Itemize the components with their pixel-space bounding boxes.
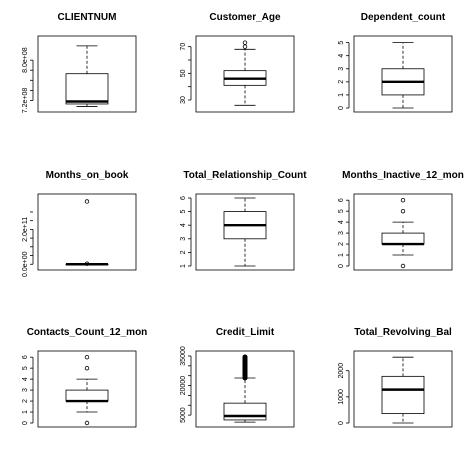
panel-title: Total_Revolving_Bal	[354, 327, 452, 338]
iqr-box	[65, 73, 109, 105]
y-tick-label: 5000	[180, 407, 187, 423]
y-tick-label: 3	[338, 231, 345, 235]
plot-frame	[353, 35, 453, 113]
plot-frame	[37, 350, 137, 428]
y-tick-label: 6	[180, 196, 187, 200]
y-tick-label: 4	[338, 220, 345, 224]
outlier-point	[242, 44, 248, 49]
y-tick-label: 4	[180, 223, 187, 227]
panel-title: Dependent_count	[361, 12, 446, 23]
panel-title: Customer_Age	[209, 12, 281, 23]
y-tick-label: 5	[22, 366, 29, 370]
outlier-point	[400, 197, 406, 203]
panel-title: Months_Inactive_12_mon	[342, 170, 464, 181]
outlier-point	[84, 420, 90, 426]
plot-frame	[195, 193, 295, 271]
y-tick-label: 30	[180, 96, 187, 104]
panel-months-inactive-12-mon: Months_Inactive_12_mon 0 1 2 3 4 5 6	[338, 170, 464, 271]
y-tick-label: 0	[338, 264, 345, 268]
iqr-box	[381, 375, 425, 415]
plot-frame	[195, 35, 295, 113]
y-tick-label: 1	[338, 253, 345, 257]
y-tick-label: 0	[22, 421, 29, 425]
outlier-point	[242, 40, 248, 45]
y-tick-label: 1	[338, 93, 345, 97]
panel-title: Months_on_book	[46, 170, 129, 181]
y-tick-label: 70	[180, 43, 187, 51]
panel-contacts-count-12-mon: Contacts_Count_12_mon 0 1 2 3 4 5 6	[22, 327, 148, 428]
plot-frame	[353, 193, 453, 271]
outlier-point	[84, 354, 90, 360]
outlier-point	[400, 208, 406, 214]
y-tick-label: 35000	[180, 346, 187, 366]
y-tick-label: 7.2e+08	[22, 88, 29, 114]
y-tick-label: 20000	[180, 376, 187, 396]
outlier-point	[84, 261, 90, 266]
y-tick-label: 2000	[338, 363, 345, 379]
plot-frame	[353, 350, 453, 428]
plot-frame	[37, 193, 137, 271]
outlier-point	[242, 354, 248, 360]
y-tick-label: 6	[22, 355, 29, 359]
iqr-box	[223, 402, 267, 421]
panel-dependent-count: Dependent_count 0 1 2 3 4 5	[338, 12, 453, 113]
y-tick-label: 5	[338, 41, 345, 45]
y-tick-label: 6	[338, 198, 345, 202]
y-tick-label: 0	[338, 106, 345, 110]
panel-total-relationship-count: Total_Relationship_Count 1 2 3 4 5 6	[180, 170, 307, 271]
y-tick-label: 3	[338, 67, 345, 71]
plot-frame	[37, 35, 137, 113]
y-tick-label: 2	[338, 242, 345, 246]
panel-title: Contacts_Count_12_mon	[27, 327, 148, 338]
panel-customer-age: Customer_Age 30 50 70	[180, 12, 295, 113]
iqr-box	[65, 389, 109, 402]
y-tick-label: 50	[180, 69, 187, 77]
y-tick-label: 1	[180, 264, 187, 268]
y-tick-label: 8.0e+08	[22, 47, 29, 73]
panel-title: Total_Relationship_Count	[183, 170, 307, 181]
outlier-point	[84, 365, 90, 371]
y-tick-label: 2	[338, 80, 345, 84]
y-tick-label: 4	[22, 377, 29, 381]
outlier-point	[400, 263, 406, 269]
y-tick-label: 0.0e+00	[22, 251, 29, 277]
y-tick-label: 5	[338, 209, 345, 213]
y-tick-label: 0	[338, 421, 345, 425]
iqr-box	[381, 232, 425, 245]
outlier-point	[84, 199, 90, 204]
y-tick-label: 2	[180, 250, 187, 254]
panel-months-on-book: Months_on_book 0.0e+00 2.0e+11	[22, 170, 137, 277]
y-tick-label: 2	[22, 399, 29, 403]
panel-total-revolving-bal: Total_Revolving_Bal 0 1000 2000	[338, 327, 453, 428]
y-tick-label: 2.0e+11	[22, 217, 29, 242]
y-tick-label: 3	[22, 388, 29, 392]
y-tick-label: 1000	[338, 389, 345, 405]
panel-title: CLIENTNUM	[58, 12, 117, 23]
y-tick-label: 5	[180, 210, 187, 214]
panel-credit-limit: Credit_Limit 5000 20000 35000	[180, 327, 295, 428]
panel-clientnum: CLIENTNUM 7.2e+08 8.0e+08	[22, 12, 137, 114]
panel-title: Credit_Limit	[216, 327, 275, 338]
plot-frame	[195, 350, 295, 428]
y-tick-label: 3	[180, 237, 187, 241]
y-tick-label: 1	[22, 410, 29, 414]
y-tick-label: 4	[338, 54, 345, 58]
